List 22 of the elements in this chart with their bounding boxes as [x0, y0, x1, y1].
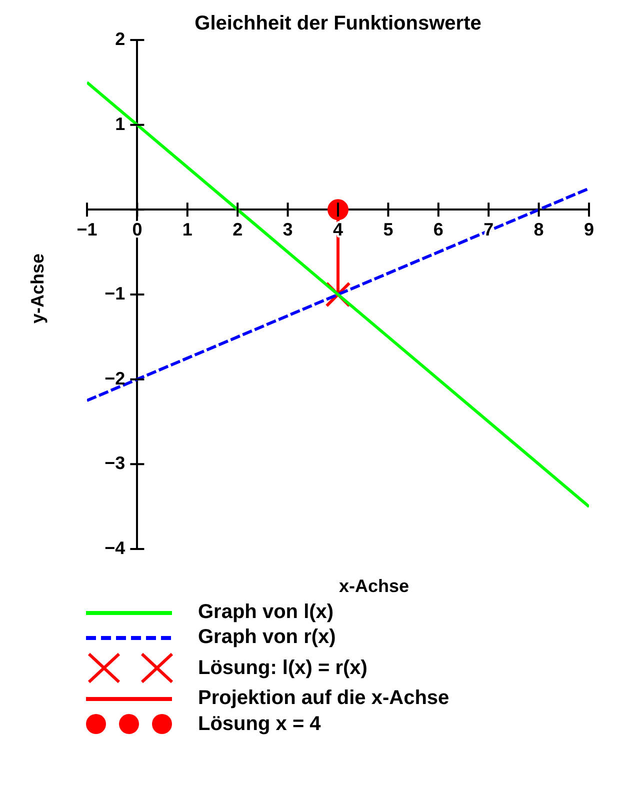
chart-title: Gleichheit der Funktionswerte: [194, 12, 482, 35]
y-tick-label: 2: [115, 28, 126, 49]
x-tick-label: 5: [383, 220, 394, 240]
legend-label: Lösung: l(x) = r(x): [198, 656, 368, 680]
legend-label: Projektion auf die x-Achse: [198, 687, 450, 710]
y-tick-label: −4: [104, 538, 126, 558]
x-tick-label: 1: [182, 220, 192, 240]
x-tick-label: 8: [534, 220, 544, 240]
legend-label: Graph von l(x): [198, 601, 334, 624]
legend-label: Graph von r(x): [198, 626, 336, 649]
x-axis-title: x-Achse: [338, 576, 410, 597]
x-tick-label: −1: [76, 220, 98, 240]
x-tick-label: 6: [433, 220, 444, 240]
y-axis-title: y-Achse: [28, 252, 48, 324]
x-tick-label: 9: [584, 220, 594, 240]
y-tick-label: −2: [104, 368, 126, 388]
y-tick-label: −1: [104, 283, 126, 304]
y-tick-label: 1: [115, 114, 126, 134]
x-tick-label: 2: [232, 220, 243, 240]
y-tick-label: −3: [104, 453, 126, 474]
legend-label: Lösung x = 4: [198, 712, 321, 736]
x-tick-label: 3: [282, 220, 293, 240]
